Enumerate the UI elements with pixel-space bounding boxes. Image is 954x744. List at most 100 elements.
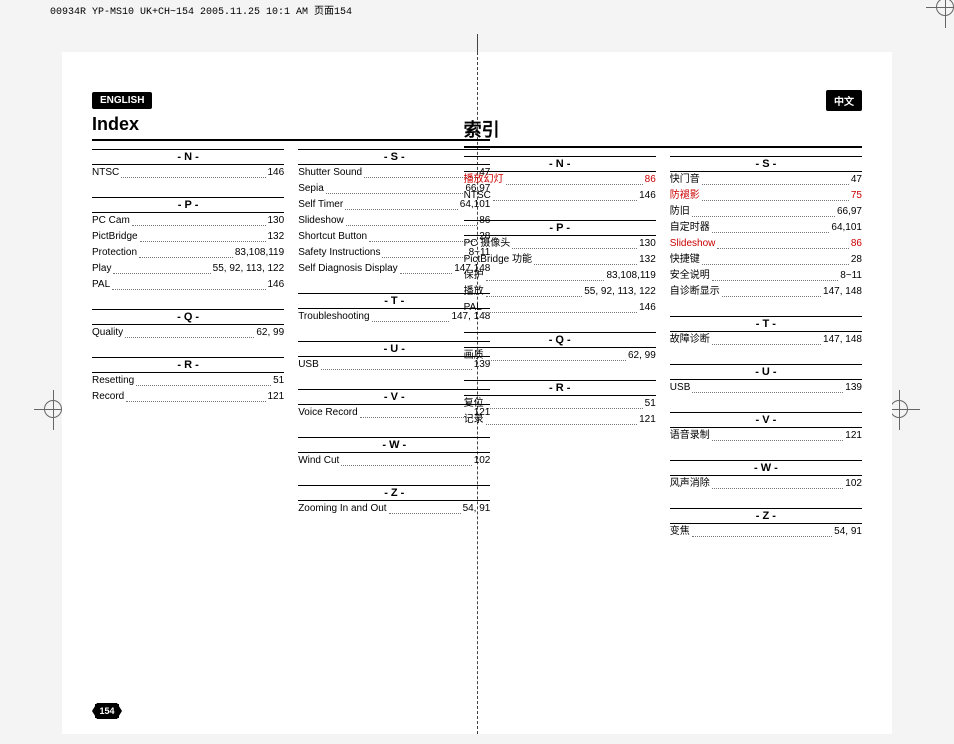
- index-page: 139: [845, 380, 862, 396]
- index-entry: Quality62, 99: [92, 325, 284, 341]
- page-margin-bottom: [0, 734, 954, 744]
- section-header: - V -: [670, 412, 862, 428]
- index-page: 51: [645, 396, 656, 412]
- index-term: Protection: [92, 245, 137, 261]
- index-page: 146: [639, 188, 656, 204]
- section-header: - Q -: [464, 332, 656, 348]
- index-page: 86: [851, 236, 862, 252]
- index-entry: NTSC 146: [92, 165, 284, 181]
- index-page: 47: [851, 172, 862, 188]
- index-entry: PC 摄像头130: [464, 236, 656, 252]
- section-header: - R -: [464, 380, 656, 396]
- index-page: 102: [845, 476, 862, 492]
- page-number-badge: 154: [92, 702, 122, 720]
- index-page: 55, 92, 113, 122: [584, 284, 656, 300]
- index-col-2: - S -快门音47防褪影75防旧66,97自定时器64,101Slidesho…: [670, 150, 862, 550]
- index-term: 自定时器: [670, 220, 710, 236]
- index-title-chinese: 索引: [464, 116, 862, 148]
- index-page: 121: [639, 412, 656, 428]
- english-column: ENGLISH Index - N -NTSC 146 - P -PC Cam 130…: [92, 90, 490, 720]
- page-body: ENGLISH Index - N -NTSC146- P -PC Cam130…: [62, 52, 892, 734]
- section-header: - R -: [92, 357, 284, 373]
- index-entry: PAL 146: [92, 277, 284, 293]
- index-page: 86: [645, 172, 656, 188]
- index-entry: PictBridge 功能132: [464, 252, 656, 268]
- index-entry: 快门音47: [670, 172, 862, 188]
- section-header: - N -: [464, 156, 656, 172]
- index-page: 62, 99: [628, 348, 656, 364]
- index-entry: Safety Instructions8~11: [298, 245, 490, 261]
- index-entry: 语音录制121: [670, 428, 862, 444]
- index-entry: 风声消除 102: [670, 476, 862, 492]
- index-entry: NTSC146: [464, 188, 656, 204]
- index-term: 保护: [464, 268, 484, 284]
- index-term: Record: [92, 389, 124, 405]
- index-entry: 故障诊断147, 148: [670, 332, 862, 348]
- language-badge-chinese: 中文: [826, 90, 862, 111]
- index-term: Safety Instructions: [298, 245, 380, 261]
- section-header: - P -: [92, 197, 284, 213]
- index-term: Shortcut Button: [298, 229, 367, 245]
- language-badge-english: ENGLISH: [92, 92, 152, 109]
- section-header: - W -: [670, 460, 862, 476]
- section-header: - U -: [298, 341, 490, 357]
- index-entry: Resetting51: [92, 373, 284, 389]
- index-term: Zooming In and Out: [298, 501, 386, 517]
- index-page: 54, 91: [834, 524, 862, 540]
- section-header: - N -: [92, 149, 284, 165]
- index-page: 64,101: [831, 220, 862, 236]
- section-header: - S -: [298, 149, 490, 165]
- index-term: 风声消除: [670, 476, 710, 492]
- index-entry: Shortcut Button28: [298, 229, 490, 245]
- fold-mark-icon: [477, 34, 478, 52]
- index-entry: 防褪影75: [670, 188, 862, 204]
- index-entry: Slideshow86: [670, 236, 862, 252]
- index-term: 记录: [464, 412, 484, 428]
- index-page: 28: [851, 252, 862, 268]
- index-entry: Shutter Sound47: [298, 165, 490, 181]
- index-entry: PC Cam 130: [92, 213, 284, 229]
- index-page: 83,108,119: [235, 245, 284, 261]
- index-page: 62, 99: [256, 325, 284, 341]
- index-page: 146: [639, 300, 656, 316]
- index-term: Play: [92, 261, 111, 277]
- index-entry: 播放55, 92, 113, 122: [464, 284, 656, 300]
- index-entry: 复位51: [464, 396, 656, 412]
- index-term: PC 摄像头: [464, 236, 511, 252]
- index-entry: Protection 83,108,119: [92, 245, 284, 261]
- section-header: - P -: [464, 220, 656, 236]
- index-term: Self Diagnosis Display: [298, 261, 398, 277]
- index-entry: 保护83,108,119: [464, 268, 656, 284]
- index-term: Slideshow: [298, 213, 344, 229]
- index-entry: USB139: [670, 380, 862, 396]
- index-term: NTSC: [92, 165, 119, 181]
- index-term: PictBridge 功能: [464, 252, 532, 268]
- index-term: 变焦: [670, 524, 690, 540]
- index-entry: Self Timer64,101: [298, 197, 490, 213]
- index-title-english: Index: [92, 114, 490, 141]
- chinese-column: 中文 索引 - N -播放幻灯86NTSC146- P -PC 摄像头130Pi…: [464, 90, 862, 720]
- index-term: PAL: [92, 277, 110, 293]
- index-page: 146: [268, 277, 285, 293]
- index-term: Troubleshooting: [298, 309, 369, 325]
- index-entry: USB139: [298, 357, 490, 373]
- index-page: 55, 92, 113, 122: [213, 261, 285, 277]
- index-term: PC Cam: [92, 213, 130, 229]
- index-term: 快捷键: [670, 252, 700, 268]
- index-term: Self Timer: [298, 197, 343, 213]
- index-entry: 记录 121: [464, 412, 656, 428]
- index-page: 146: [268, 165, 285, 181]
- index-page: 130: [268, 213, 285, 229]
- index-term: 语音录制: [670, 428, 710, 444]
- section-header: - W -: [298, 437, 490, 453]
- index-entry: Troubleshooting147, 148: [298, 309, 490, 325]
- section-header: - T -: [298, 293, 490, 309]
- index-term: 故障诊断: [670, 332, 710, 348]
- index-page: 132: [268, 229, 285, 245]
- index-term: 播放幻灯: [464, 172, 504, 188]
- index-page: 147, 148: [823, 284, 862, 300]
- index-entry: PictBridge132: [92, 229, 284, 245]
- index-entry: Voice Record121: [298, 405, 490, 421]
- index-entry: Sepia66,97: [298, 181, 490, 197]
- index-page: 51: [273, 373, 284, 389]
